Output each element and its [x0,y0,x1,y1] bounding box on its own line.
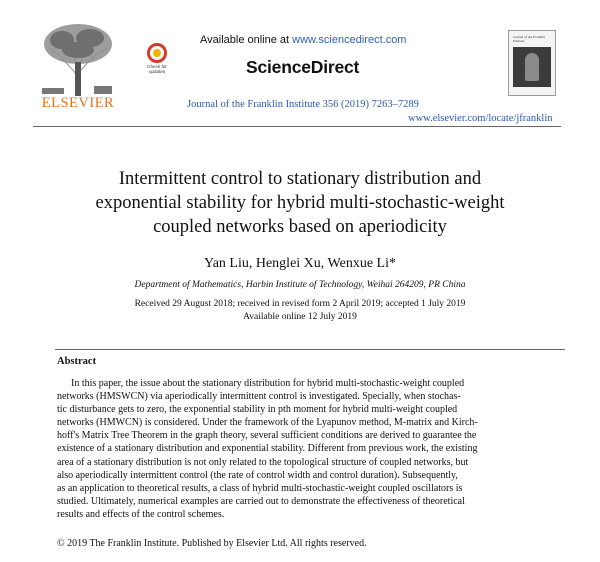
abstract-line: studied. Ultimately, numerical examples … [57,495,465,507]
abstract-line: area of a stationary distribution is not… [57,456,469,468]
paper-title: Intermittent control to stationary distr… [30,167,570,239]
abstract-line: networks (HMSWCN) via aperiodically inte… [57,391,461,403]
cover-title: Journal of the Franklin Institute [513,35,545,43]
cover-image [513,47,551,87]
paper-authors: Yan Liu, Henglei Xu, Wenxue Li* [203,256,396,271]
check-for-updates-badge[interactable]: Check for updates [142,43,172,77]
journal-citation: Journal of the Franklin Institute 356 (2… [187,99,419,110]
abstract-line: results and effects of the control schem… [57,508,225,520]
abstract-body: In this paper, the issue about the stati… [57,377,563,521]
author-affiliation: Department of Mathematics, Harbin Instit… [134,280,466,290]
abstract-line: existence of a stationary distribution a… [57,443,478,455]
sciencedirect-brand: ScienceDirect [246,57,360,77]
header-divider [33,126,561,127]
available-online-date: Available online 12 July 2019 [243,312,357,322]
abstract-line: also aperiodically intermittent control … [57,469,458,481]
abstract-line: tic disturbance gets to zero, the expone… [57,404,458,416]
title-line: Intermittent control to stationary distr… [118,169,482,189]
received-dates: Received 29 August 2018; received in rev… [134,299,466,309]
abstract-line: networks (HMWCN) is considered. Under th… [57,417,478,429]
abstract-divider [55,349,565,350]
abstract-heading: Abstract [57,356,97,367]
copyright-notice: © 2019 The Franklin Institute. Published… [57,538,367,549]
journal-cover-thumbnail: Journal of the Franklin Institute [508,30,556,96]
available-online-line: Available online at www.sciencedirect.co… [200,34,406,46]
elsevier-tree-logo-icon [32,18,124,98]
abstract-line: as an application to theoretical results… [57,482,463,494]
title-line: coupled networks based on aperiodicity [153,217,447,237]
abstract-line: hoff's Matrix Tree Theorem in the graph … [57,430,477,442]
available-prefix: Available online at [200,34,293,46]
check-updates-icon [147,43,167,63]
title-line: exponential stability for hybrid multi-s… [95,193,505,213]
elsevier-wordmark: ELSEVIER [41,95,115,111]
sciencedirect-link[interactable]: www.sciencedirect.com [292,34,407,46]
journal-homepage-link[interactable]: www.elsevier.com/locate/jfranklin [408,113,553,124]
abstract-line: In this paper, the issue about the stati… [71,378,465,389]
check-updates-label: Check for updates [147,64,167,74]
